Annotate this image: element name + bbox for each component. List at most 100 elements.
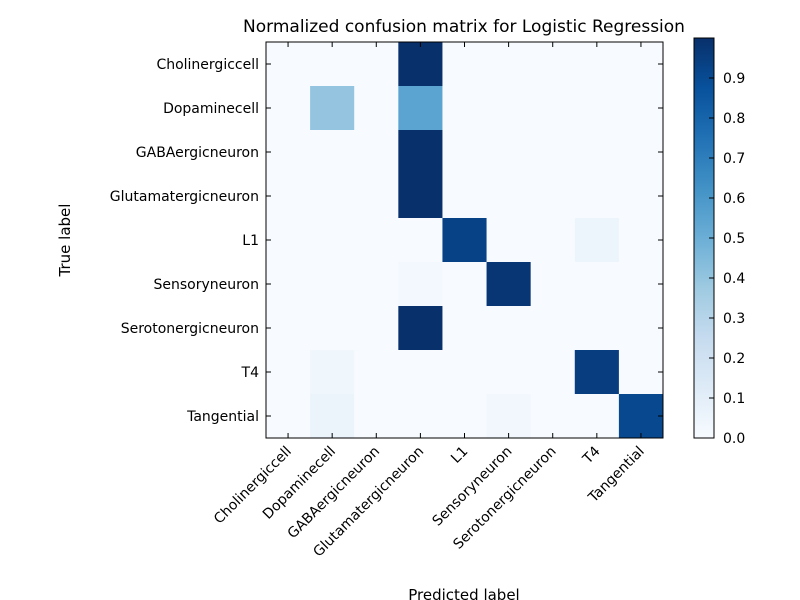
heatmap-cell [442, 394, 488, 439]
heatmap-cell [398, 174, 443, 219]
heatmap-cell [618, 218, 664, 263]
y-tick-label: Dopaminecell [163, 101, 259, 117]
heatmap-cell [354, 394, 399, 439]
heatmap-cell [574, 306, 620, 351]
heatmap-cell [530, 42, 576, 87]
x-axis-label: Predicted label [408, 586, 519, 600]
heatmap-cell [486, 130, 532, 175]
colorbar-tick-label: 0.0 [723, 431, 745, 447]
chart-title: Normalized confusion matrix for Logistic… [243, 17, 685, 37]
heatmap-cell [574, 174, 620, 219]
heatmap-cell [530, 218, 576, 263]
heatmap-cell [310, 42, 355, 87]
heatmap-cell [442, 306, 488, 351]
heatmap-cell [266, 42, 311, 87]
heatmap-cell [618, 306, 664, 351]
y-tick-label: L1 [242, 233, 259, 249]
heatmap-cell [486, 174, 532, 219]
heatmap-cell [354, 86, 399, 131]
heatmap-cell [354, 42, 399, 87]
heatmap-cell [398, 130, 443, 175]
heatmap-cell [266, 394, 311, 439]
heatmap-cell [530, 130, 576, 175]
heatmap-cell [310, 350, 355, 395]
heatmap-cell [310, 130, 355, 175]
heatmap-cell [310, 394, 355, 439]
y-tick-labels: Cholinergiccell Dopaminecell GABAergicneur… [110, 57, 663, 425]
heatmap-cell [618, 262, 664, 307]
heatmap-cell [486, 350, 532, 395]
y-tick-label: Glutamatergicneuron [110, 189, 259, 205]
y-tick-label: Sensoryneuron [153, 277, 259, 293]
heatmap-cell [530, 306, 576, 351]
heatmap-cell [530, 262, 576, 307]
colorbar-tick-label: 0.9 [723, 71, 745, 87]
y-tick-label: T4 [241, 365, 260, 381]
heatmap-cell [266, 306, 311, 351]
heatmap-cell [266, 218, 311, 263]
heatmap-cell [442, 262, 488, 307]
heatmap-cell [574, 42, 620, 87]
heatmap-cell [354, 130, 399, 175]
x-tick-label: Sensoryneuron [430, 444, 516, 530]
colorbar-tick-label: 0.4 [723, 271, 745, 287]
heatmap-cell [354, 306, 399, 351]
x-tick-label: L1 [448, 444, 471, 467]
heatmap-cell [486, 218, 532, 263]
heatmap-cell [574, 394, 620, 439]
heatmap-cell [266, 350, 311, 395]
heatmap-cell [310, 86, 355, 131]
heatmap-cell [442, 130, 488, 175]
heatmap-cell [618, 130, 664, 175]
heatmap-cell [442, 174, 488, 219]
heatmap-cell [398, 262, 443, 307]
heatmap-cell [398, 306, 443, 351]
heatmap-cell [530, 86, 576, 131]
heatmap-cell [618, 86, 664, 131]
heatmap-cell [310, 174, 355, 219]
colorbar-tick-label: 0.6 [723, 191, 745, 207]
heatmap-cell [398, 394, 443, 439]
heatmap-cell [442, 218, 488, 263]
heatmap-cell [398, 42, 443, 87]
heatmap-cell [310, 218, 355, 263]
heatmap-cell [354, 350, 399, 395]
colorbar-tick-label: 0.7 [723, 151, 745, 167]
y-tick-label: Serotonergicneuron [121, 321, 259, 337]
heatmap-cell [266, 174, 311, 219]
y-tick-label: Cholinergiccell [156, 57, 259, 73]
heatmap-cell [486, 262, 532, 307]
y-tick-label: GABAergicneuron [136, 145, 259, 161]
y-axis-label: True label [56, 204, 74, 278]
heatmap-cell [266, 86, 311, 131]
y-tick-label: Tangential [186, 409, 259, 425]
heatmap-cell [574, 262, 620, 307]
heatmap-cell [398, 350, 443, 395]
colorbar-ticks: 0.0 0.1 0.2 0.3 0.4 0.5 0.6 0.7 0.8 0.9 [709, 71, 745, 447]
heatmap-cell [354, 174, 399, 219]
x-tick-label: T4 [579, 443, 603, 467]
heatmap-cell [618, 42, 664, 87]
colorbar-tick-label: 0.8 [723, 111, 745, 127]
heatmap-cell [310, 306, 355, 351]
heatmap-cell [486, 306, 532, 351]
colorbar-tick-label: 0.3 [723, 311, 745, 327]
colorbar-tick-label: 0.1 [723, 391, 745, 407]
heatmap-cell [310, 262, 355, 307]
heatmap-cell [618, 174, 664, 219]
colorbar-tick-label: 0.2 [723, 351, 745, 367]
heatmap-cell [574, 350, 620, 395]
heatmap-cell [530, 350, 576, 395]
heatmap-cell [354, 218, 399, 263]
heatmap-cell [442, 86, 488, 131]
heatmap-cell [442, 42, 488, 87]
heatmap-cell [442, 350, 488, 395]
heatmap-cell [530, 394, 576, 439]
heatmap-cell [574, 86, 620, 131]
heatmap-cell [618, 394, 664, 439]
x-tick-label: Cholinergiccell [211, 444, 295, 528]
heatmap-cell [618, 350, 664, 395]
colorbar-tick-label: 0.5 [723, 231, 745, 247]
heatmap-cell [530, 174, 576, 219]
